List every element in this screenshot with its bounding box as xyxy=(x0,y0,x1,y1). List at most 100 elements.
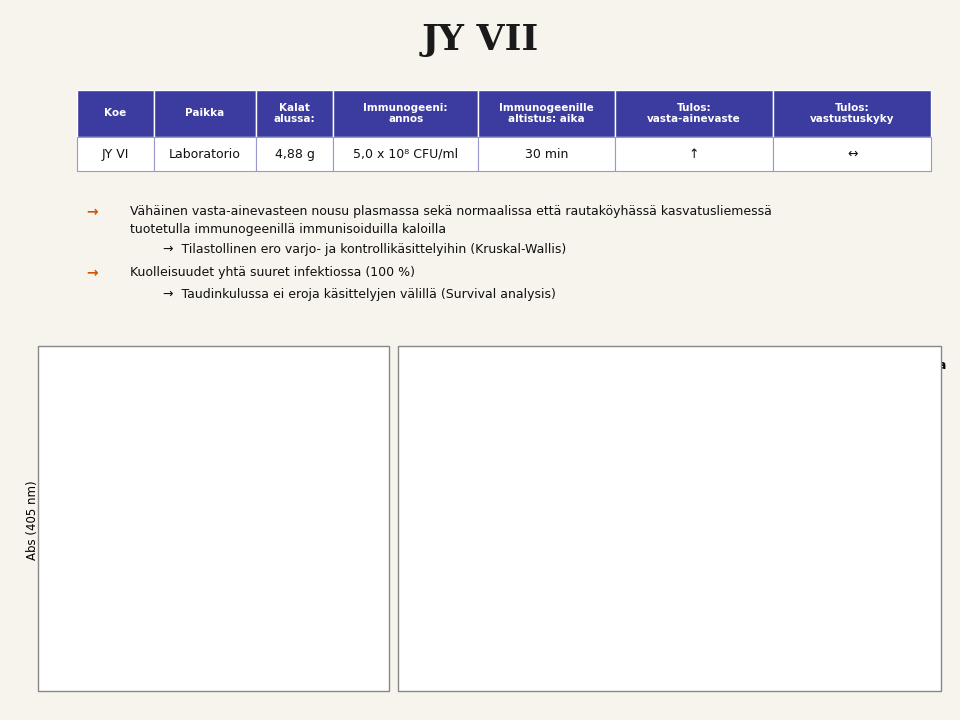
Kylvetys-Fe + inf xyxy=(535,642,546,650)
Kontrolli xyxy=(797,642,808,650)
Kylvetys + inf xyxy=(477,642,489,650)
Text: ↑: ↑ xyxy=(689,148,699,161)
Varjo-kylv + inf xyxy=(651,631,662,640)
Text: b: b xyxy=(260,622,269,636)
Varjo-kylv + inf xyxy=(797,405,808,414)
Text: b: b xyxy=(332,622,341,636)
Bar xyxy=(172,595,212,648)
Kylvetys-Fe + inf xyxy=(884,398,896,407)
Kylvetys-Fe + inf xyxy=(768,415,780,423)
Kylvetys + inf xyxy=(622,642,634,650)
Line: Varjo-kylv + inf: Varjo-kylv + inf xyxy=(479,399,923,649)
Text: 4,88 g: 4,88 g xyxy=(275,148,315,161)
Varjo-kylv + inf xyxy=(593,642,605,650)
Kylvetys + inf xyxy=(593,642,605,650)
Text: a: a xyxy=(187,559,196,574)
Kontrolli xyxy=(593,642,605,650)
Kontrolli xyxy=(738,642,750,650)
Kylvetys + inf xyxy=(768,415,780,423)
Kylvetys + inf xyxy=(826,400,837,409)
Kylvetys + inf xyxy=(506,642,517,650)
Line: Kylvetys + inf: Kylvetys + inf xyxy=(479,399,923,649)
X-axis label: Käsittely: Käsittely xyxy=(195,673,261,686)
Title: Immunisointi normaalissa vs. rautaköyhässä kasvatusliemessä tuotetulla
immunogee: Immunisointi normaalissa vs. rautaköyhäs… xyxy=(460,359,947,387)
Text: →: → xyxy=(86,266,98,280)
Varjo-kylv + inf xyxy=(477,642,489,650)
Varjo-kylv + inf xyxy=(622,636,634,645)
Kylvetys + inf xyxy=(709,539,721,548)
Kylvetys + inf xyxy=(564,642,576,650)
Text: JY VI: JY VI xyxy=(102,148,129,161)
Kylvetys + inf xyxy=(681,622,692,631)
Text: Immunogeeni:
annos: Immunogeeni: annos xyxy=(364,102,448,124)
Text: Immunogeenille
altistus: aika: Immunogeenille altistus: aika xyxy=(499,102,594,124)
Kylvetys-Fe + inf xyxy=(564,642,576,650)
Kylvetys + inf xyxy=(738,459,750,467)
Text: Tulos:
vasta-ainevaste: Tulos: vasta-ainevaste xyxy=(647,102,741,124)
Kylvetys-Fe + inf xyxy=(622,639,634,647)
Kylvetys-Fe + inf xyxy=(651,631,662,640)
Kylvetys + inf xyxy=(913,398,924,407)
Kylvetys-Fe + inf xyxy=(477,642,489,650)
Text: a: a xyxy=(115,567,124,580)
Text: Paikka: Paikka xyxy=(185,109,225,118)
Varjo-kylv + inf xyxy=(768,405,780,414)
Kontrolli xyxy=(477,642,489,650)
Varjo-kylv + inf xyxy=(826,398,837,407)
Varjo-kylv + inf xyxy=(535,642,546,650)
Kylvetys-Fe + inf xyxy=(681,622,692,631)
Text: Kalat
alussa:: Kalat alussa: xyxy=(274,102,316,124)
Title: Vasta-ainevaste Fc-bakteerille, 1/20
laimennus: Vasta-ainevaste Fc-bakteerille, 1/20 lai… xyxy=(108,359,348,387)
Kylvetys-Fe + inf xyxy=(709,603,721,611)
Legend: Kylvetys + inf, Kylvetys-Fe + inf, Varjo-kylv + inf, Kontrolli: Kylvetys + inf, Kylvetys-Fe + inf, Varjo… xyxy=(485,397,613,463)
Kylvetys-Fe + inf xyxy=(855,398,867,407)
Kylvetys + inf xyxy=(651,634,662,642)
Kontrolli xyxy=(564,642,576,650)
Kylvetys-Fe + inf xyxy=(593,642,605,650)
Text: Laboratorio: Laboratorio xyxy=(169,148,241,161)
Line: Kylvetys-Fe + inf: Kylvetys-Fe + inf xyxy=(479,399,923,649)
Kontrolli xyxy=(855,642,867,650)
Kylvetys + inf xyxy=(797,405,808,414)
Kylvetys-Fe + inf xyxy=(738,456,750,465)
Text: Tulos:
vastustuskyky: Tulos: vastustuskyky xyxy=(810,102,895,124)
Kontrolli xyxy=(913,642,924,650)
Varjo-kylv + inf xyxy=(506,642,517,650)
Bar xyxy=(99,599,139,648)
Varjo-kylv + inf xyxy=(884,398,896,407)
Line: Kontrolli: Kontrolli xyxy=(479,642,923,649)
Text: ↔: ↔ xyxy=(847,148,857,161)
Text: JY VII: JY VII xyxy=(421,22,539,57)
Text: →: → xyxy=(86,205,98,219)
X-axis label: Aika: h infektion jälkeen: Aika: h infektion jälkeen xyxy=(622,673,784,686)
Varjo-kylv + inf xyxy=(855,398,867,407)
Kylvetys-Fe + inf xyxy=(797,410,808,418)
Kontrolli xyxy=(826,642,837,650)
Kylvetys + inf xyxy=(884,398,896,407)
Text: 5,0 x 10⁸ CFU/ml: 5,0 x 10⁸ CFU/ml xyxy=(353,148,458,161)
Text: Koe: Koe xyxy=(104,109,127,118)
Text: Vähäinen vasta-ainevasteen nousu plasmassa sekä normaalissa että rautaköyhässä k: Vähäinen vasta-ainevasteen nousu plasmas… xyxy=(130,205,772,218)
Kontrolli xyxy=(535,642,546,650)
Text: →  Taudinkulussa ei eroja käsittelyjen välillä (Survival analysis): → Taudinkulussa ei eroja käsittelyjen vä… xyxy=(163,288,556,301)
Bar xyxy=(244,644,284,648)
Varjo-kylv + inf xyxy=(564,642,576,650)
Kontrolli xyxy=(768,642,780,650)
Kontrolli xyxy=(884,642,896,650)
Text: →  Tilastollinen ero varjo- ja kontrollikäsittelyihin (Kruskal-Wallis): → Tilastollinen ero varjo- ja kontrollik… xyxy=(163,243,566,256)
Y-axis label: Kumul. mort. (%): Kumul. mort. (%) xyxy=(416,470,429,570)
Kylvetys-Fe + inf xyxy=(826,405,837,414)
Varjo-kylv + inf xyxy=(681,619,692,628)
Text: Kuolleisuudet yhtä suuret infektiossa (100 %): Kuolleisuudet yhtä suuret infektiossa (1… xyxy=(130,266,415,279)
Y-axis label: Abs (405 nm): Abs (405 nm) xyxy=(26,480,39,560)
Kylvetys-Fe + inf xyxy=(506,642,517,650)
Kontrolli xyxy=(506,642,517,650)
Kylvetys-Fe + inf xyxy=(913,398,924,407)
Bar xyxy=(317,644,357,648)
Text: 30 min: 30 min xyxy=(525,148,568,161)
Varjo-kylv + inf xyxy=(738,425,750,433)
Kontrolli xyxy=(622,642,634,650)
Kontrolli xyxy=(709,642,721,650)
Varjo-kylv + inf xyxy=(913,398,924,407)
Kontrolli xyxy=(651,642,662,650)
